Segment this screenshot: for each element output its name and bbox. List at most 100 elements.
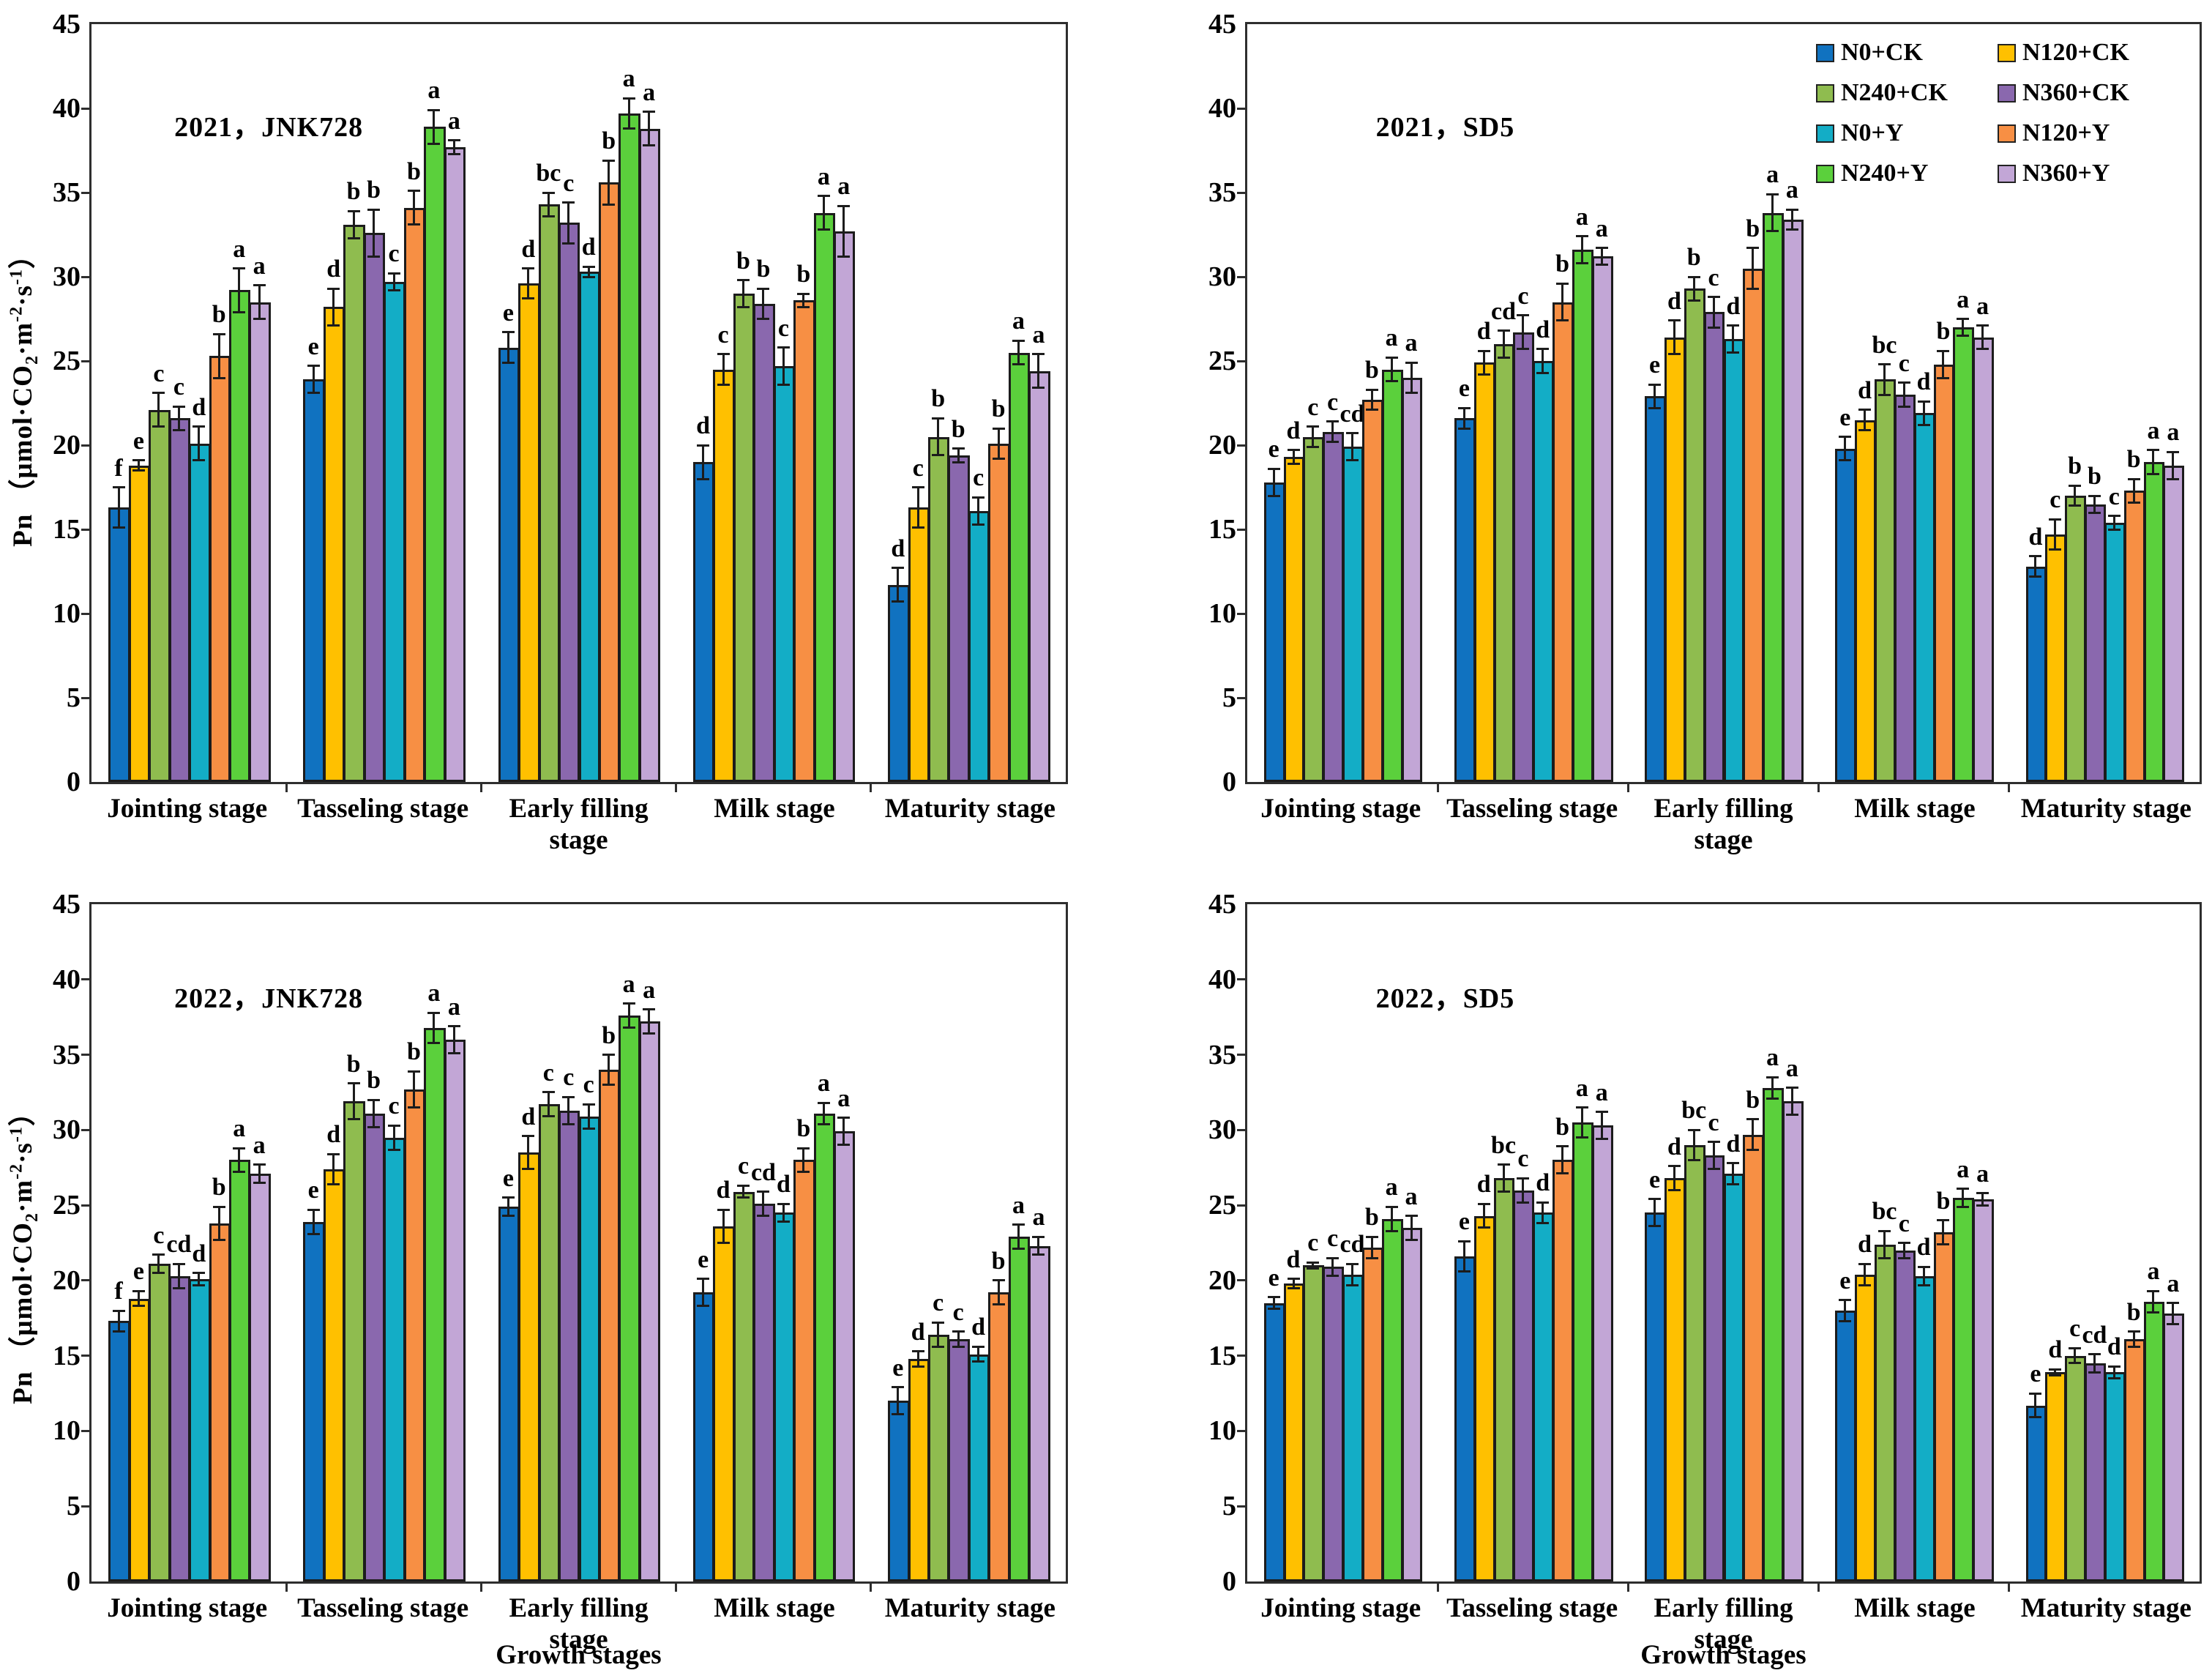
y-tick-mark bbox=[81, 1054, 89, 1057]
significance-letter: b bbox=[602, 127, 616, 155]
bar bbox=[908, 1358, 930, 1581]
bar bbox=[2123, 491, 2145, 782]
chart-area: 2022，SD5 e d c c cd b a a e d bc c d b a a e d bc c d b a a e d bc… bbox=[1237, 902, 2202, 1670]
error-bar-cap bbox=[447, 152, 460, 155]
error-bar bbox=[2034, 1393, 2037, 1417]
error-bar-cap bbox=[112, 526, 125, 529]
bar bbox=[149, 409, 171, 782]
y-tick-label: 25 bbox=[1208, 346, 1236, 376]
y-tick-mark bbox=[1237, 1204, 1245, 1207]
error-bar-cap bbox=[562, 1095, 575, 1098]
error-bar bbox=[1482, 351, 1485, 375]
error-bar-cap bbox=[757, 287, 770, 290]
error-bar-cap bbox=[1937, 1219, 1950, 1222]
bar bbox=[1533, 1212, 1555, 1581]
legend-swatch-icon bbox=[1998, 124, 2016, 143]
y-axis-title-text: ） bbox=[7, 1098, 38, 1126]
error-bar-cap bbox=[1405, 1238, 1418, 1241]
error-bar-cap bbox=[1937, 1243, 1950, 1246]
error-bar-cap bbox=[1766, 1097, 1779, 1100]
y-tick-label: 10 bbox=[53, 598, 81, 629]
error-bar-cap bbox=[1917, 1283, 1930, 1286]
error-bar-cap bbox=[1385, 356, 1398, 359]
significance-letter: d bbox=[1667, 287, 1681, 315]
error-bar bbox=[608, 1054, 610, 1085]
error-bar-cap bbox=[1976, 1204, 1989, 1207]
plot-area: 2021，SD5 N0+CK N120+CK N240+CK N360+CK N… bbox=[1237, 22, 2202, 792]
error-bar-cap bbox=[1917, 1265, 1930, 1268]
bar bbox=[1645, 396, 1666, 782]
error-bar bbox=[312, 365, 315, 393]
error-bar-cap bbox=[1556, 1172, 1569, 1175]
bar bbox=[1782, 1101, 1804, 1581]
error-bar bbox=[1272, 469, 1275, 496]
y-tick-label: 15 bbox=[53, 1340, 81, 1371]
significance-letter: c bbox=[2069, 1315, 2081, 1343]
error-bar-cap bbox=[193, 425, 206, 428]
bar bbox=[1953, 327, 1975, 782]
error-bar-cap bbox=[1727, 1162, 1740, 1165]
y-tick-label: 35 bbox=[53, 1039, 81, 1070]
error-bar-cap bbox=[132, 459, 145, 462]
error-bar bbox=[312, 1210, 315, 1234]
error-bar-cap bbox=[1839, 1299, 1852, 1302]
significance-letter: c bbox=[1327, 1225, 1339, 1253]
error-bar-cap bbox=[1477, 1202, 1490, 1205]
error-bar-cap bbox=[1307, 445, 1320, 448]
error-bar-cap bbox=[2029, 575, 2042, 578]
x-axis-category-labels: Jointing stage Tasseling stage Early filli… bbox=[89, 1584, 1068, 1655]
error-bar bbox=[648, 111, 651, 146]
bar bbox=[813, 212, 836, 782]
bar bbox=[753, 303, 775, 782]
error-bar-cap bbox=[1595, 1138, 1608, 1141]
significance-letter: b bbox=[346, 178, 361, 206]
y-tick-mark bbox=[1237, 1355, 1245, 1357]
significance-letter: c bbox=[1327, 388, 1339, 416]
error-bar bbox=[137, 1291, 140, 1306]
y-tick-mark bbox=[1237, 1429, 1245, 1432]
error-bar-cap bbox=[212, 1205, 225, 1208]
bar bbox=[988, 443, 1010, 782]
bar bbox=[303, 379, 325, 782]
error-bar-cap bbox=[2069, 1362, 2082, 1365]
panel-title: 2021，SD5 bbox=[1375, 111, 1515, 143]
x-category-label: Maturity stage bbox=[2020, 794, 2192, 824]
bar bbox=[303, 1221, 325, 1581]
error-bar-cap bbox=[2088, 511, 2101, 514]
bar bbox=[128, 1298, 151, 1581]
y-tick-label: 40 bbox=[1208, 93, 1236, 124]
significance-letter: e bbox=[1458, 375, 1470, 403]
error-bar-cap bbox=[1858, 1283, 1872, 1286]
error-bar bbox=[2054, 1369, 2057, 1376]
error-bar-cap bbox=[602, 1054, 616, 1057]
error-bar-cap bbox=[307, 1208, 320, 1211]
bar bbox=[813, 1113, 836, 1581]
error-bar-cap bbox=[777, 383, 790, 386]
error-bar bbox=[1864, 1264, 1867, 1286]
bar bbox=[229, 290, 251, 782]
y-tick-label: 15 bbox=[53, 514, 81, 545]
x-category-label: Maturity stage bbox=[884, 794, 1055, 824]
y-tick-label: 45 bbox=[1208, 889, 1236, 920]
error-bar bbox=[1037, 1237, 1040, 1255]
error-bar-cap bbox=[622, 1002, 635, 1005]
bar bbox=[1684, 288, 1705, 782]
bottom-row: Pn （μmol·CO2·m-2·s-1） 0 5 10 15 20 25 30 35 40 45… bbox=[0, 830, 2212, 1670]
error-bar-cap bbox=[2029, 1392, 2042, 1395]
significance-letter: b bbox=[931, 385, 946, 413]
plot-area: 2022，JNK728 f e c cd d b a a e d b b c b a a e d c c c b a a e d c… bbox=[81, 902, 1068, 1592]
error-bar bbox=[1522, 315, 1525, 349]
bar bbox=[229, 1160, 251, 1581]
bar bbox=[968, 1354, 990, 1581]
x-category-label: Maturity stage bbox=[884, 1593, 1055, 1623]
error-bar-cap bbox=[367, 255, 381, 258]
error-bar bbox=[1370, 390, 1373, 410]
error-bar-cap bbox=[2167, 450, 2180, 453]
error-bar-cap bbox=[932, 454, 945, 457]
legend-label: N240+Y bbox=[1841, 160, 1929, 187]
error-bar bbox=[392, 273, 395, 291]
bar bbox=[1913, 1275, 1935, 1581]
y-tick-label: 0 bbox=[67, 1566, 81, 1597]
error-bar-cap bbox=[717, 1242, 730, 1244]
error-bar-cap bbox=[1687, 1158, 1700, 1161]
